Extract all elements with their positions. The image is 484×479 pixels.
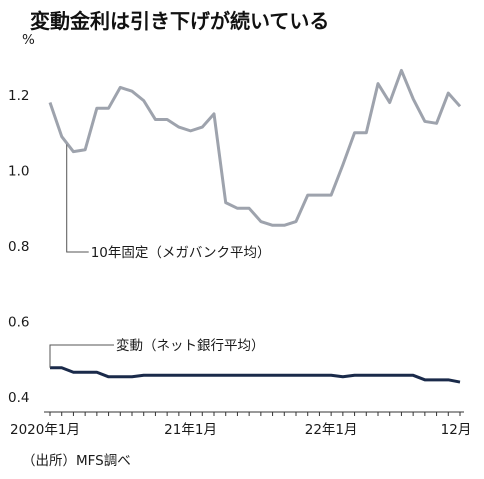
y-tick-label: 1.2 [8,88,29,104]
x-tick-label: 22年1月 [305,422,358,438]
fixed-rate-series-line [48,68,462,227]
source-note: （出所）MFS調べ [22,453,131,469]
y-tick-label: 0.6 [8,315,29,331]
y-tick-label: 0.4 [8,390,29,406]
fixed-rate-series-label: 10年固定（メガバンク平均） [91,245,271,261]
fixed-rate-leader-line [66,144,89,253]
y-tick-label: 0.8 [8,239,29,255]
y-axis-ticks: 0.4 0.6 0.8 1.0 1.2 [8,88,29,406]
x-tick-label: 12月 [441,422,472,438]
x-tick-label: 2020年1月 [10,422,80,438]
chart-title: 変動金利は引き下げが続いている [30,9,329,33]
variable-rate-series-label: 変動（ネット銀行平均） [116,337,265,354]
y-axis-unit-label: % [22,32,35,48]
x-tick-label: 21年1月 [164,422,217,438]
variable-rate-series-line [50,366,461,384]
series-lines [48,68,462,384]
variable-rate-leader-line [49,344,114,368]
x-axis-ticks: 2020年1月 21年1月 22年1月 12月 [10,412,471,438]
y-tick-label: 1.0 [8,164,29,180]
